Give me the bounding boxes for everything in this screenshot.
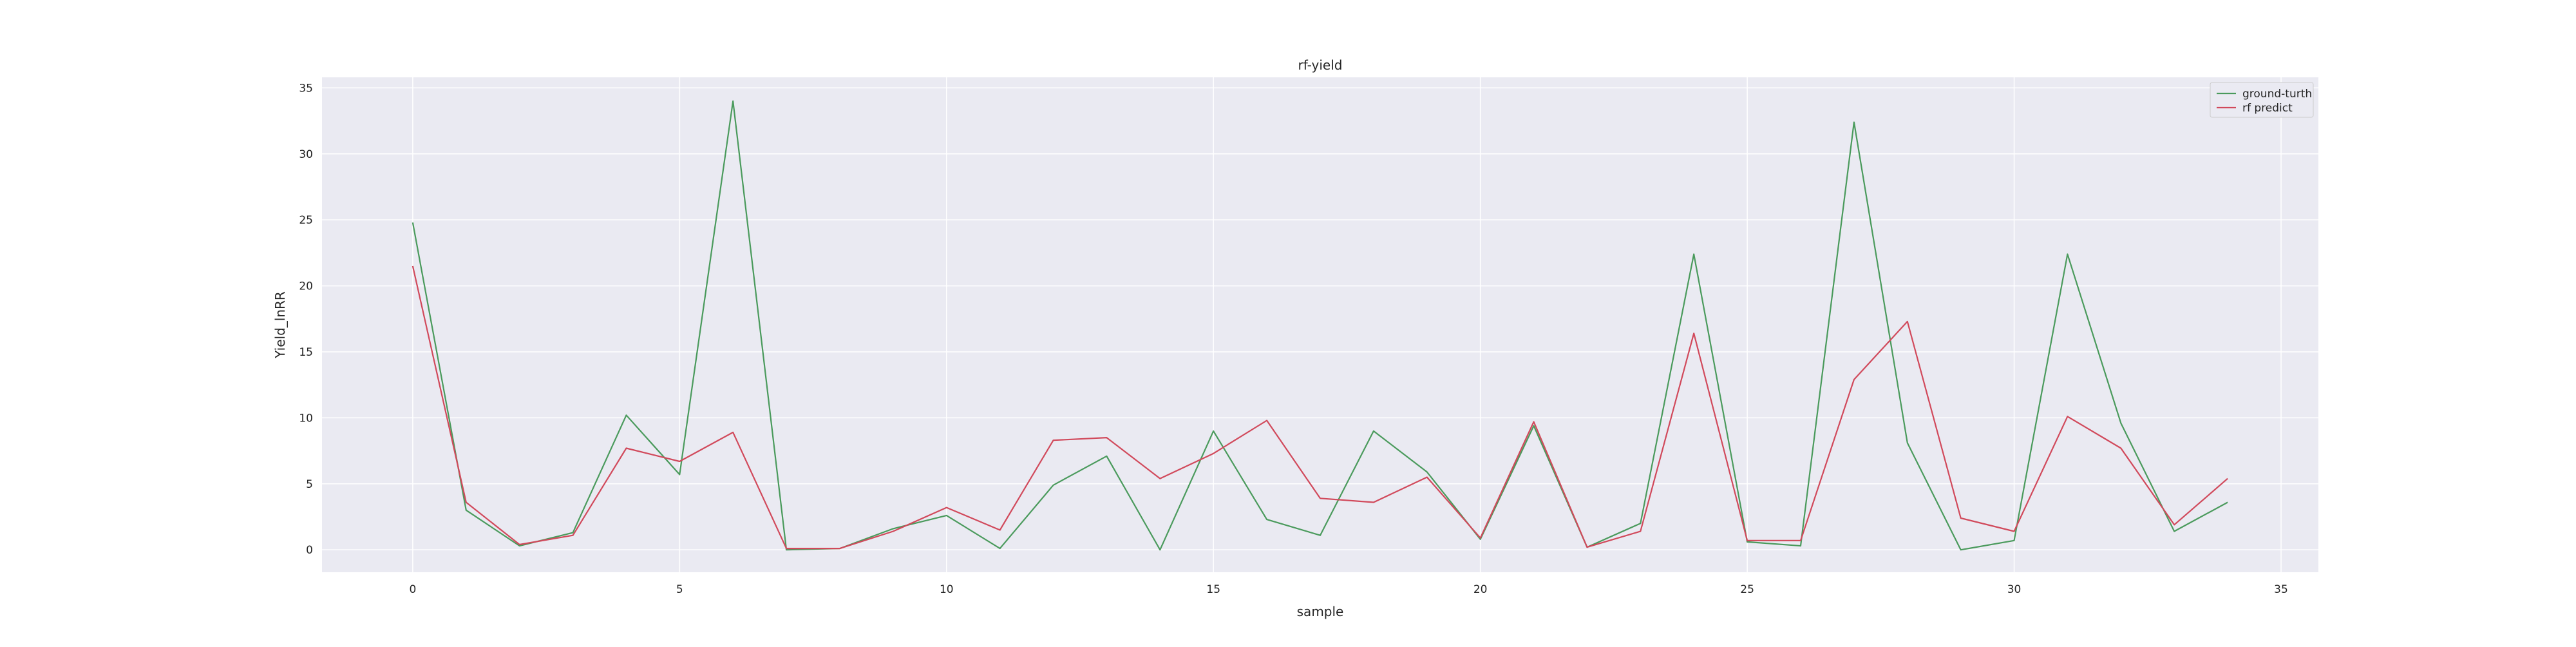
y-tick-label: 10 <box>299 412 313 425</box>
series-line-rf-predict <box>412 266 2228 550</box>
series-layer <box>412 100 2228 551</box>
y-tick-label: 20 <box>299 280 313 293</box>
plot-area <box>322 77 2318 572</box>
legend-box <box>2210 82 2314 118</box>
x-tick-label: 5 <box>676 583 683 596</box>
legend-label: ground-turth <box>2242 88 2312 101</box>
tick-labels: 0 5 10 15 20 25 30 35 0 5 10 15 20 25 30 35 <box>299 82 2287 596</box>
x-tick-label: 10 <box>940 583 954 596</box>
y-tick-label: 15 <box>299 346 313 359</box>
y-axis-label: Yield_lnRR <box>272 291 288 359</box>
x-tick-label: 20 <box>1473 583 1488 596</box>
x-tick-label: 30 <box>2007 583 2022 596</box>
y-tick-label: 30 <box>299 148 313 161</box>
y-tick-label: 25 <box>299 214 313 227</box>
y-tick-label: 5 <box>306 478 313 491</box>
x-tick-label: 0 <box>409 583 416 596</box>
grid-lines <box>322 77 2318 572</box>
x-tick-label: 15 <box>1206 583 1220 596</box>
y-tick-label: 35 <box>299 82 313 95</box>
series-line-ground-truth <box>412 100 2228 551</box>
legend-label: rf predict <box>2242 102 2293 115</box>
x-axis-label: sample <box>1297 604 1344 619</box>
x-tick-label: 25 <box>1740 583 1754 596</box>
chart-title: rf-yield <box>1298 57 1343 73</box>
x-tick-label: 35 <box>2274 583 2288 596</box>
y-tick-label: 0 <box>306 544 313 557</box>
